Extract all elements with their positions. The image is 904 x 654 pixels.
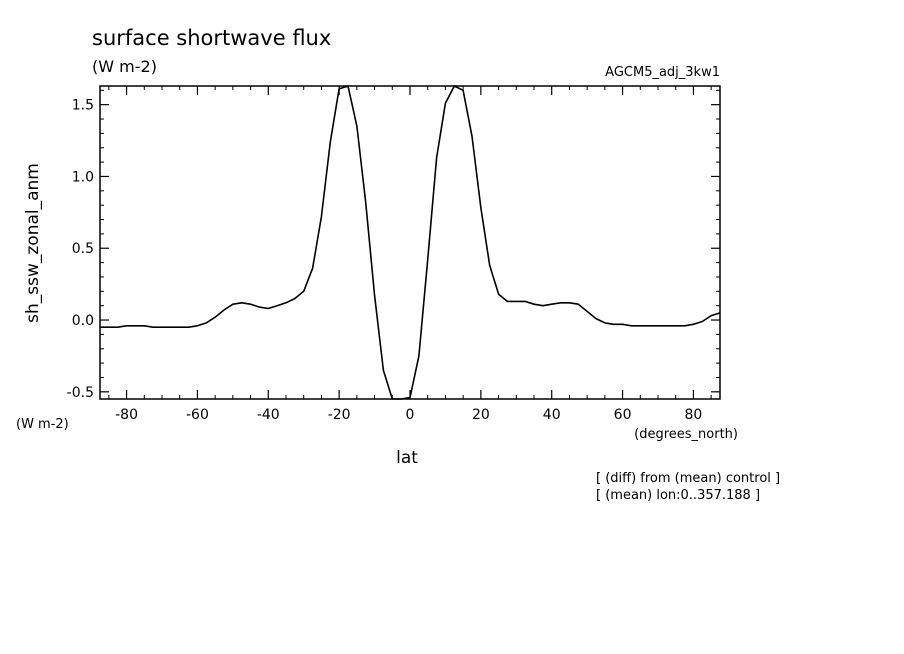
x-tick-label: -20 xyxy=(328,407,351,423)
x-tick-label: 60 xyxy=(614,407,632,423)
y-ticks xyxy=(100,89,720,393)
series-line xyxy=(100,85,721,400)
chart-title-units: (W m-2) xyxy=(92,57,157,76)
y-axis-title: sh_ssw_zonal_anm xyxy=(23,163,43,323)
x-tick-label: -60 xyxy=(186,407,209,423)
chart-title: surface shortwave flux xyxy=(92,26,331,50)
y-tick-label: -0.5 xyxy=(67,385,94,401)
y-tick-label: 1.0 xyxy=(72,169,94,185)
y-tick-label: 1.5 xyxy=(72,98,94,114)
x-tick-label: 20 xyxy=(472,407,490,423)
x-tick-label: 80 xyxy=(685,407,703,423)
x-tick-labels: -80 -60 -40 -20 0 20 40 60 80 xyxy=(115,407,702,423)
x-tick-label: -40 xyxy=(257,407,280,423)
note-diff: [ (diff) from (mean) control ] xyxy=(596,471,780,486)
x-axis-title: lat xyxy=(396,448,418,468)
y-axis-units: (W m-2) xyxy=(16,417,69,432)
note-mean: [ (mean) lon:0..357.188 ] xyxy=(596,488,760,503)
plot-frame xyxy=(99,85,721,400)
experiment-label: AGCM5_adj_3kw1 xyxy=(605,65,720,80)
x-tick-label: -80 xyxy=(115,407,138,423)
x-axis-units: (degrees_north) xyxy=(634,427,738,442)
y-tick-label: 0.5 xyxy=(72,241,94,257)
y-tick-label: 0.0 xyxy=(72,313,94,329)
x-tick-label: 0 xyxy=(406,407,415,423)
x-tick-label: 40 xyxy=(543,407,561,423)
x-ticks xyxy=(108,86,712,399)
y-tick-labels: -0.5 0.0 0.5 1.0 1.5 xyxy=(67,98,94,401)
